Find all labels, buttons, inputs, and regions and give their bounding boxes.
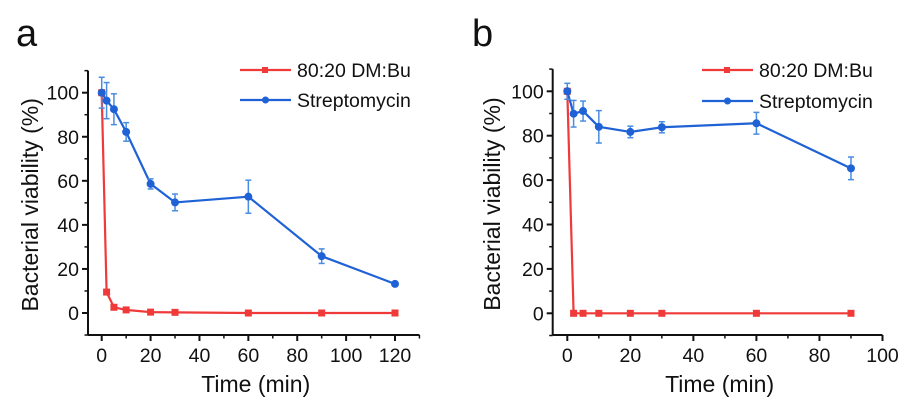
legend-entry: Streptomycin [702,91,873,113]
x-tick-label: 80 [286,345,308,367]
y-tick-label: 0 [533,303,544,325]
data-point [147,308,155,316]
x-tick-label: 80 [809,345,831,367]
data-point [102,96,111,105]
legend-label: Streptomycin [297,90,411,112]
legend-label: 80:20 DM:Bu [297,60,411,82]
legend-marker [262,67,268,73]
legend-entry: 80:20 DM:Bu [702,60,873,82]
data-point [146,179,155,188]
data-point [752,309,760,317]
y-tick-label: 20 [57,259,79,281]
legend-marker [724,97,731,105]
data-point [626,127,635,136]
panel-a: a 0 20 40 60 80 100 0 20 40 60 80 100 120 Time (min) Ba… [16,13,421,397]
y-tick-label: 100 [511,81,544,103]
data-point [244,192,253,201]
x-tick-label: 40 [683,345,705,367]
x-axis-title: Time (min) [201,371,310,397]
x-tick-label: 20 [140,345,162,367]
x-tick-label: 120 [379,345,412,367]
data-point [109,105,118,114]
data-point [171,198,180,207]
data-point [579,309,587,317]
x-tick-label: 60 [746,345,768,367]
series-dm-bu [563,87,855,317]
series-streptomycin [97,76,399,288]
panel-b: b 0 20 40 60 80 100 0 20 40 60 80 100 Time (min) Bacte… [472,13,899,397]
x-tick-label: 0 [562,345,573,367]
data-point [110,303,118,311]
legend-entry: 80:20 DM:Bu [240,60,411,82]
data-point [626,309,634,317]
x-tick-label: 20 [619,345,641,367]
y-tick-label: 60 [57,171,79,193]
y-tick-label: 0 [68,303,79,325]
data-point [122,306,130,314]
x-tick-label: 40 [189,345,211,367]
data-point [846,164,855,173]
data-point [391,309,399,317]
x-axis-title: Time (min) [665,371,774,397]
data-point [97,88,106,97]
data-point [317,252,326,261]
y-tick-label: 60 [522,170,544,192]
data-point [563,87,572,96]
y-axis-title: Bacterial viability (%) [479,97,505,310]
data-point [569,109,578,118]
legend-label: Streptomycin [759,91,873,113]
data-point [847,309,855,317]
data-point [594,122,603,131]
x-tick-label: 60 [237,345,259,367]
panel-label: b [472,13,493,55]
y-tick-label: 40 [57,215,79,237]
x-tick-label: 0 [96,345,107,367]
data-point [391,279,399,288]
legend-label: 80:20 DM:Bu [759,60,873,82]
data-point [657,123,666,132]
y-tick-label: 100 [46,83,79,105]
legend-entry: Streptomycin [240,90,411,112]
data-point [595,309,603,317]
data-point [752,119,761,128]
data-point [244,309,252,317]
y-tick-label: 80 [522,126,544,148]
x-tick-label: 100 [330,345,363,367]
x-tick-label: 100 [866,345,899,367]
data-point [318,309,326,317]
data-point [658,309,666,317]
y-tick-label: 20 [522,259,544,281]
data-point [570,309,578,317]
data-point [103,288,111,296]
y-tick-label: 40 [522,215,544,237]
panel-label: a [16,13,38,55]
data-point [579,107,588,116]
y-tick-label: 80 [57,127,79,149]
y-axis-title: Bacterial viability (%) [17,98,43,311]
legend-marker [262,96,269,104]
series-streptomycin [563,82,855,181]
data-point [122,127,131,136]
data-point [171,308,179,316]
legend-marker [724,67,730,73]
